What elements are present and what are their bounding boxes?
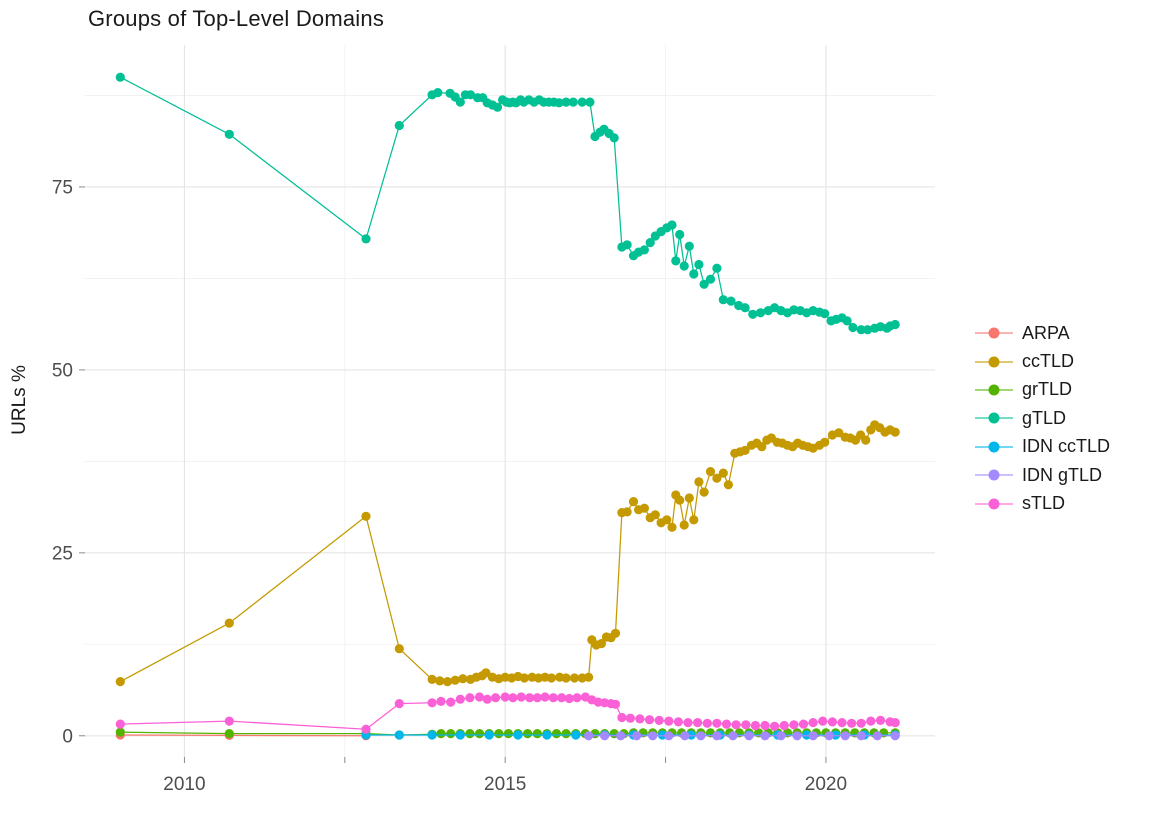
x-tick-label: 2020 [805, 774, 847, 795]
legend-item-gtld: gTLD [975, 404, 1110, 432]
series-arpa [115, 730, 371, 741]
legend-key-icon [975, 412, 1013, 424]
legend-key-icon [975, 498, 1013, 510]
series-cctld [115, 420, 900, 687]
legend-label: gTLD [1022, 407, 1067, 428]
chart-panel: 2010 2015 2020 0 25 50 75 [52, 45, 935, 795]
legend-item-grtld: grTLD [975, 376, 1110, 404]
y-tick-label: 0 [62, 726, 73, 747]
series-gtld [115, 72, 900, 335]
legend-key-icon [975, 356, 1013, 368]
chart-title: Groups of Top-Level Domains [88, 6, 385, 31]
legend-key-icon [975, 469, 1013, 481]
legend-key-icon [975, 327, 1013, 339]
x-tick-label: 2010 [163, 774, 205, 795]
grid-minor [85, 45, 935, 757]
x-tick-labels: 2010 2015 2020 [163, 774, 847, 795]
x-tick-label: 2015 [484, 774, 526, 795]
y-tick-label: 50 [52, 360, 73, 381]
legend-label: sTLD [1022, 493, 1066, 514]
legend-label: IDN ccTLD [1022, 436, 1111, 457]
legend-item-stld: sTLD [975, 489, 1110, 517]
legend-label: grTLD [1022, 379, 1073, 400]
legend-item-cctld: ccTLD [975, 347, 1110, 375]
legend-label: IDN gTLD [1022, 464, 1103, 485]
y-axis-title: URLs % [9, 365, 30, 435]
legend-label: ccTLD [1022, 351, 1075, 372]
legend-key-icon [975, 441, 1013, 453]
y-tick-labels: 0 25 50 75 [52, 177, 73, 747]
legend-key-icon [975, 384, 1013, 396]
legend-label: ARPA [1022, 322, 1070, 343]
axis-ticks [79, 186, 827, 763]
legend-item-arpa: ARPA [975, 319, 1110, 347]
legend-item-idn-gtld: IDN gTLD [975, 461, 1110, 489]
legend: ARPA ccTLD grTLD gTLD IDN ccTLD IDN gTLD sTLD [975, 319, 1110, 518]
grid-major [85, 45, 935, 757]
legend-item-idn-cctld: IDN ccTLD [975, 433, 1110, 461]
series-stld [115, 692, 900, 734]
y-tick-label: 75 [52, 177, 73, 198]
series-idn-gtld [584, 731, 900, 741]
y-tick-label: 25 [52, 543, 73, 564]
